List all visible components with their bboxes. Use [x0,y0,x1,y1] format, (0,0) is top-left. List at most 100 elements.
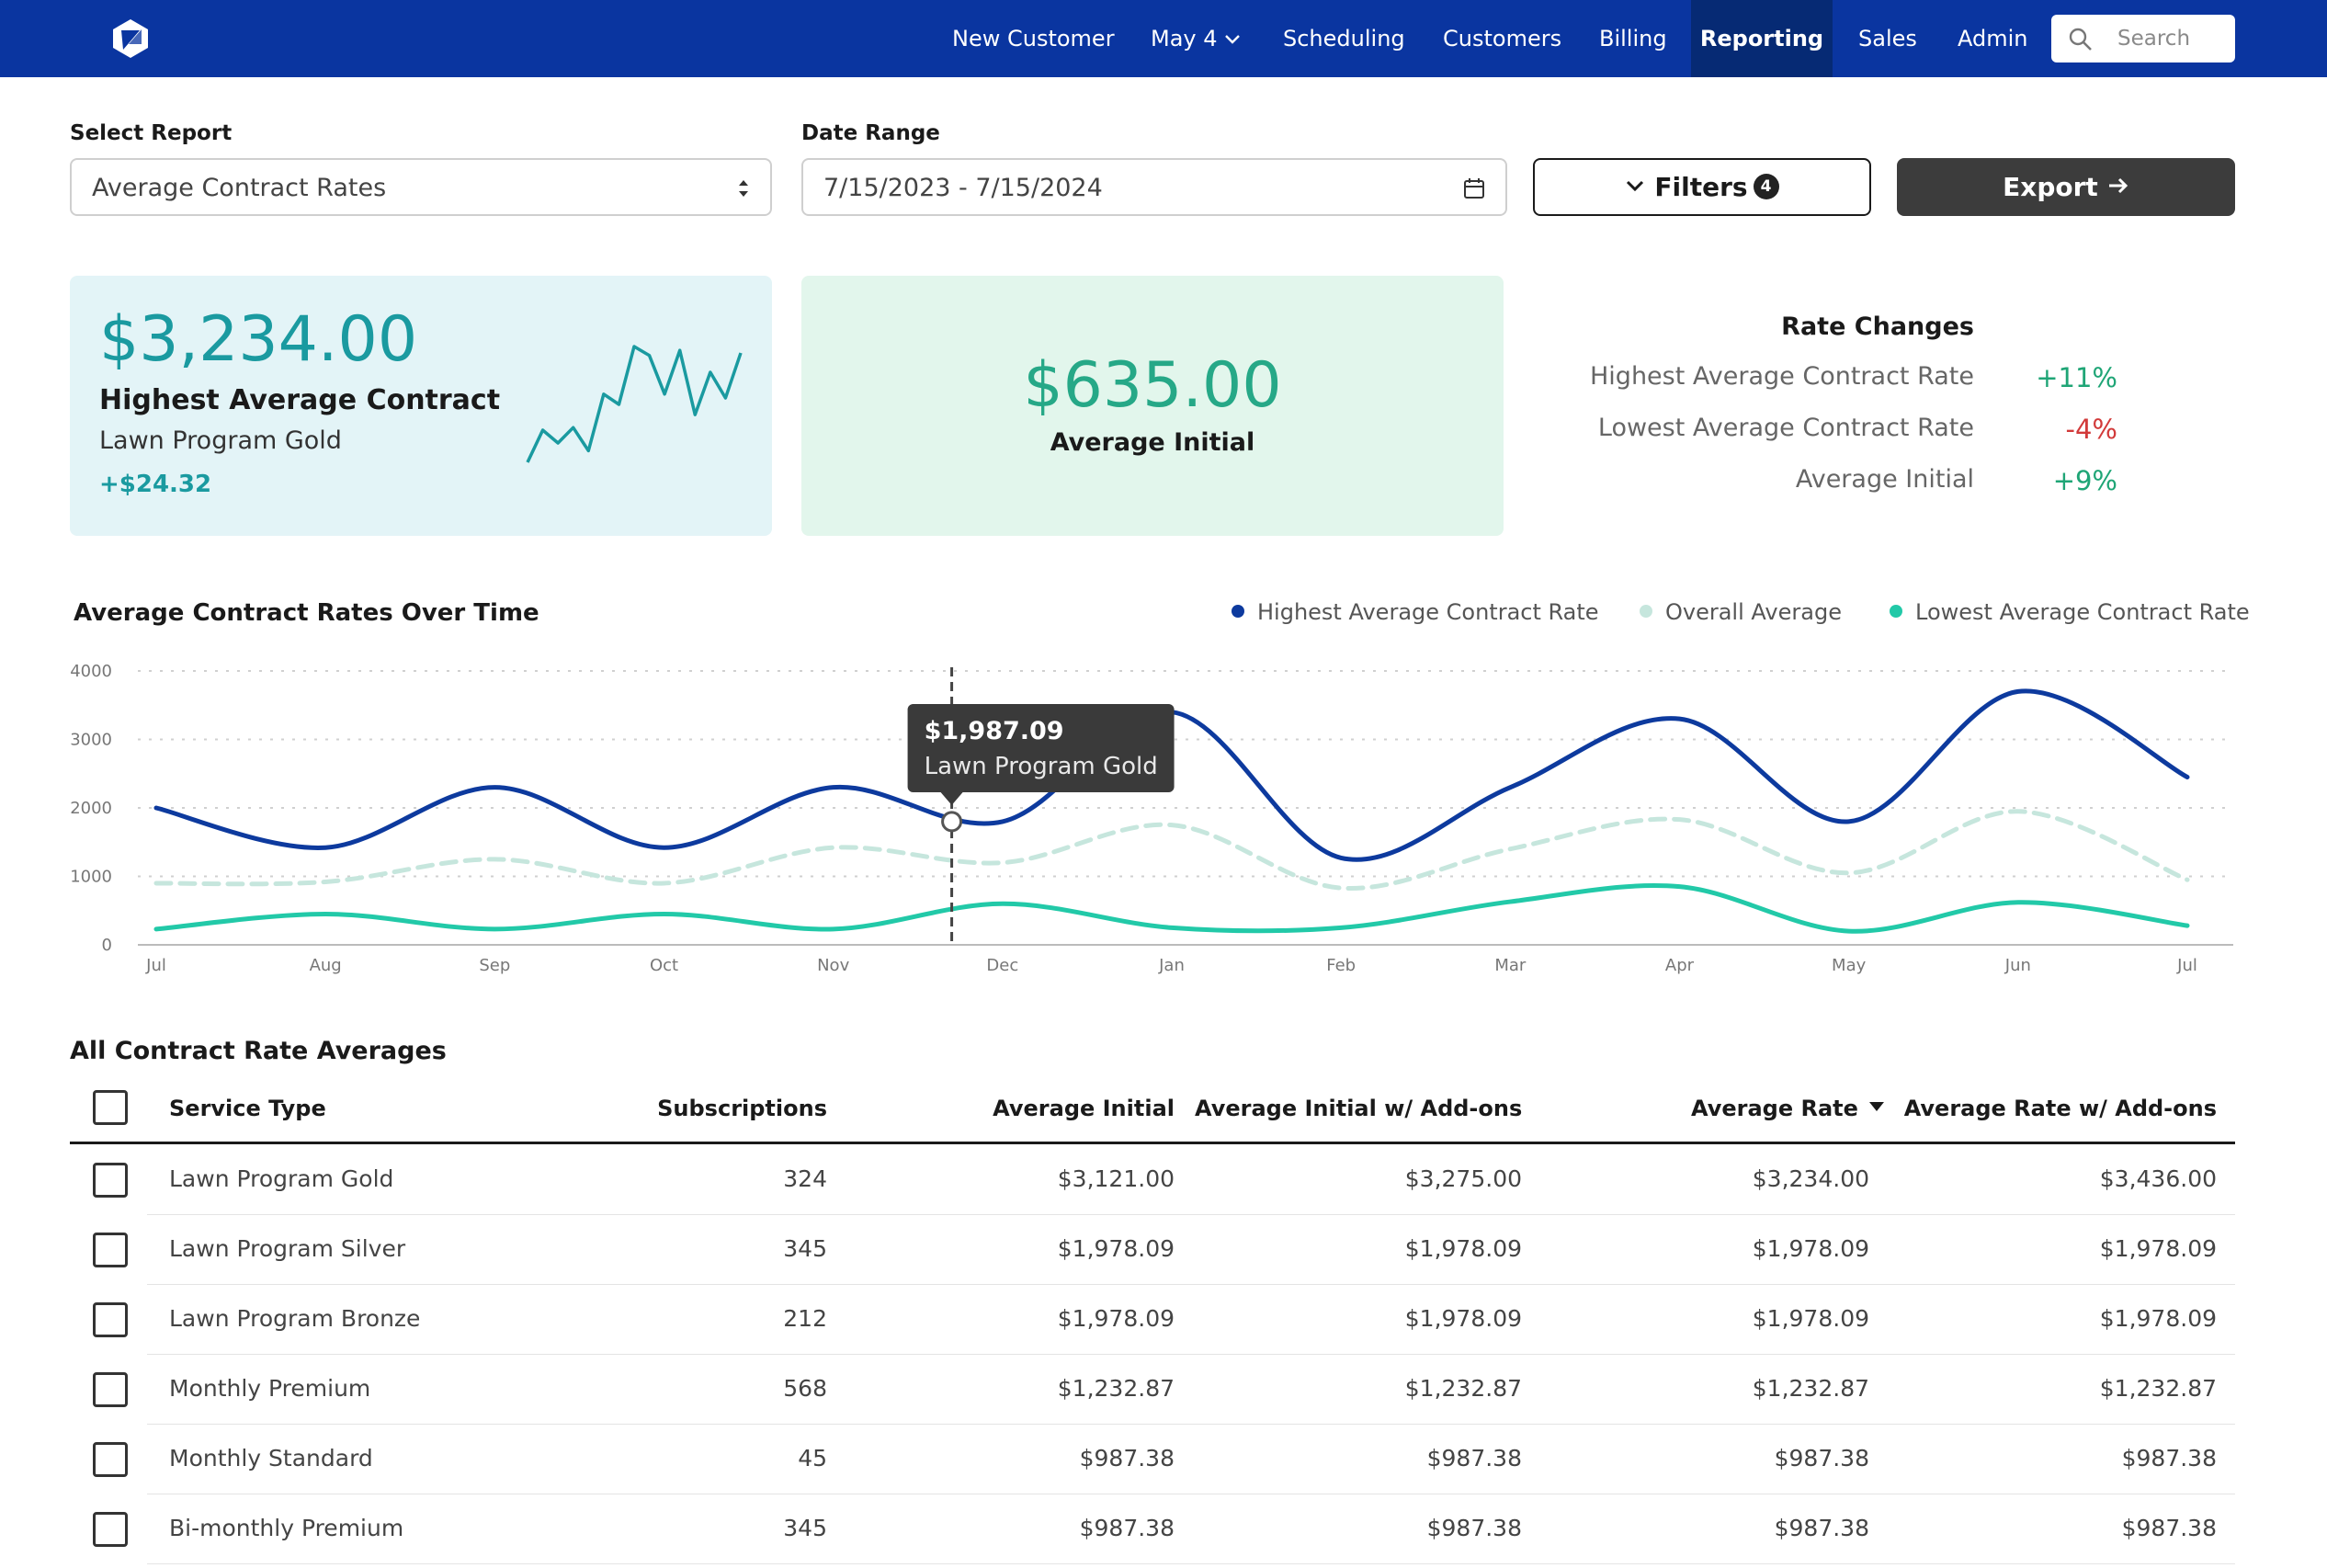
cell-avg-initial-addons: $1,978.09 [1404,1235,1522,1262]
cell-avg-rate-addons: $1,978.09 [2099,1305,2217,1332]
header-average-rate-addons[interactable]: Average Rate w/ Add-ons [1903,1096,2217,1121]
chevron-down-icon [1224,35,1240,44]
x-tick-label: Nov [817,956,849,975]
cell-avg-initial: $987.38 [1079,1445,1175,1471]
x-tick-label: Jun [2004,956,2031,975]
cell-avg-initial-addons: $1,978.09 [1404,1305,1522,1332]
cell-avg-initial-addons: $1,232.87 [1404,1375,1522,1402]
table-row[interactable]: Monthly Premium 568 $1,232.87 $1,232.87 $1,2… [0,1355,2327,1425]
row-checkbox[interactable] [93,1163,128,1198]
cell-avg-initial: $3,121.00 [1057,1165,1175,1192]
cell-service: Lawn Program Bronze [169,1305,421,1332]
x-tick-label: May [1832,956,1867,975]
row-divider [147,1214,2235,1215]
nav-new-customer[interactable]: New Customer [952,26,1115,51]
header-average-rate-label: Average Rate [1691,1096,1858,1121]
table-row[interactable]: Monthly Standard 45 $987.38 $987.38 $987.38 $… [0,1425,2327,1494]
row-checkbox[interactable] [93,1233,128,1267]
nav-reporting[interactable]: Reporting [1691,0,1833,77]
nav-billing[interactable]: Billing [1599,26,1667,51]
x-tick-label: Aug [310,956,342,975]
table-header-divider [70,1142,2235,1144]
date-range-label: Date Range [801,121,940,145]
report-select-value: Average Contract Rates [92,174,387,202]
cell-avg-initial-addons: $987.38 [1426,1515,1522,1541]
cell-service: Monthly Premium [169,1375,371,1402]
x-tick-label: Dec [986,956,1018,975]
rates-line-chart[interactable]: 0 1000 2000 3000 4000 Jul Aug Sep Oct Nov Dec Jan Fe… [55,643,2242,993]
select-all-checkbox[interactable] [93,1090,128,1125]
legend-label: Overall Average [1665,599,1842,625]
header-average-initial[interactable]: Average Initial [993,1096,1175,1121]
header-subscriptions[interactable]: Subscriptions [657,1096,827,1121]
row-checkbox[interactable] [93,1302,128,1337]
rate-change-label: Lowest Average Contract Rate [1597,414,1974,442]
nav-scheduling[interactable]: Scheduling [1283,26,1405,51]
search-box[interactable] [2051,15,2235,62]
cell-avg-initial: $1,232.87 [1057,1375,1175,1402]
legend-label: Lowest Average Contract Rate [1915,599,2250,625]
table-row[interactable]: Lawn Program Silver 345 $1,978.09 $1,978.09… [0,1215,2327,1285]
y-tick-label: 4000 [70,662,112,681]
row-checkbox[interactable] [93,1442,128,1477]
rate-changes-title: Rate Changes [1781,312,1974,341]
row-divider [147,1563,2235,1564]
x-tick-label: Mar [1494,956,1527,975]
cell-service: Lawn Program Gold [169,1165,394,1192]
cell-avg-rate: $1,978.09 [1752,1305,1869,1332]
cell-avg-initial-addons: $987.38 [1426,1445,1522,1471]
arrow-right-icon [2108,177,2128,194]
table-row[interactable]: Lawn Program Bronze 212 $1,978.09 $1,978.09… [0,1285,2327,1355]
average-initial-value: $635.00 [1023,349,1282,422]
legend-item-lowest[interactable]: Lowest Average Contract Rate [1890,599,2250,625]
sparkline-chart [526,345,743,463]
y-tick-label: 2000 [70,799,112,818]
x-tick-label: Feb [1326,956,1356,975]
nav-date-dropdown[interactable]: May 4 [1151,0,1242,77]
highest-contract-title: Highest Average Contract [99,384,501,416]
cell-avg-rate: $1,232.87 [1752,1375,1869,1402]
header-service-type[interactable]: Service Type [169,1096,326,1121]
cell-avg-initial: $1,978.09 [1057,1305,1175,1332]
row-divider [147,1424,2235,1425]
legend-item-overall[interactable]: Overall Average [1640,599,1842,625]
highest-contract-subtitle: Lawn Program Gold [99,426,342,455]
x-tick-label: Jul [145,956,166,975]
row-checkbox[interactable] [93,1372,128,1407]
table-row[interactable]: Bi-monthly Premium 345 $987.38 $987.38 $987.… [0,1494,2327,1564]
legend-item-highest[interactable]: Highest Average Contract Rate [1232,599,1599,625]
cell-subs: 212 [783,1305,827,1332]
cell-subs: 45 [798,1445,827,1471]
x-tick-label: Jan [1158,956,1185,975]
nav-customers[interactable]: Customers [1443,26,1562,51]
series-line-overall [153,809,2190,892]
filters-button[interactable]: Filters 4 [1533,158,1871,216]
export-button[interactable]: Export [1897,158,2235,216]
rate-change-label: Highest Average Contract Rate [1590,362,1974,391]
nav-admin[interactable]: Admin [1958,26,2028,51]
nav-sales[interactable]: Sales [1858,26,1917,51]
legend-label: Highest Average Contract Rate [1257,599,1599,625]
rate-change-value: +11% [2036,362,2117,393]
highest-contract-value: $3,234.00 [99,303,418,376]
table-row[interactable]: Lawn Program Gold 324 $3,121.00 $3,275.00 $3… [0,1145,2327,1215]
nav-date-label: May 4 [1151,26,1218,51]
sort-desc-icon [1868,1102,1884,1111]
average-initial-card: $635.00 Average Initial [801,276,1504,536]
company-logo-icon[interactable] [108,17,153,61]
cell-avg-rate-addons: $1,978.09 [2099,1235,2217,1262]
legend-dot [1232,605,1244,618]
tooltip-label: Lawn Program Gold [925,753,1158,780]
x-tick-label: Oct [650,956,678,975]
report-select[interactable]: Average Contract Rates [70,158,772,216]
search-input[interactable] [2117,22,2228,55]
search-icon [2069,28,2092,51]
row-checkbox[interactable] [93,1512,128,1547]
cell-avg-rate: $1,978.09 [1752,1235,1869,1262]
table-title: All Contract Rate Averages [70,1037,447,1065]
date-range-input[interactable]: 7/15/2023 - 7/15/2024 [801,158,1507,216]
header-average-initial-addons[interactable]: Average Initial w/ Add-ons [1195,1096,1523,1121]
rate-change-label: Average Initial [1795,465,1974,494]
tooltip-pointer [940,792,963,805]
header-average-rate[interactable]: Average Rate [1691,1096,1884,1121]
